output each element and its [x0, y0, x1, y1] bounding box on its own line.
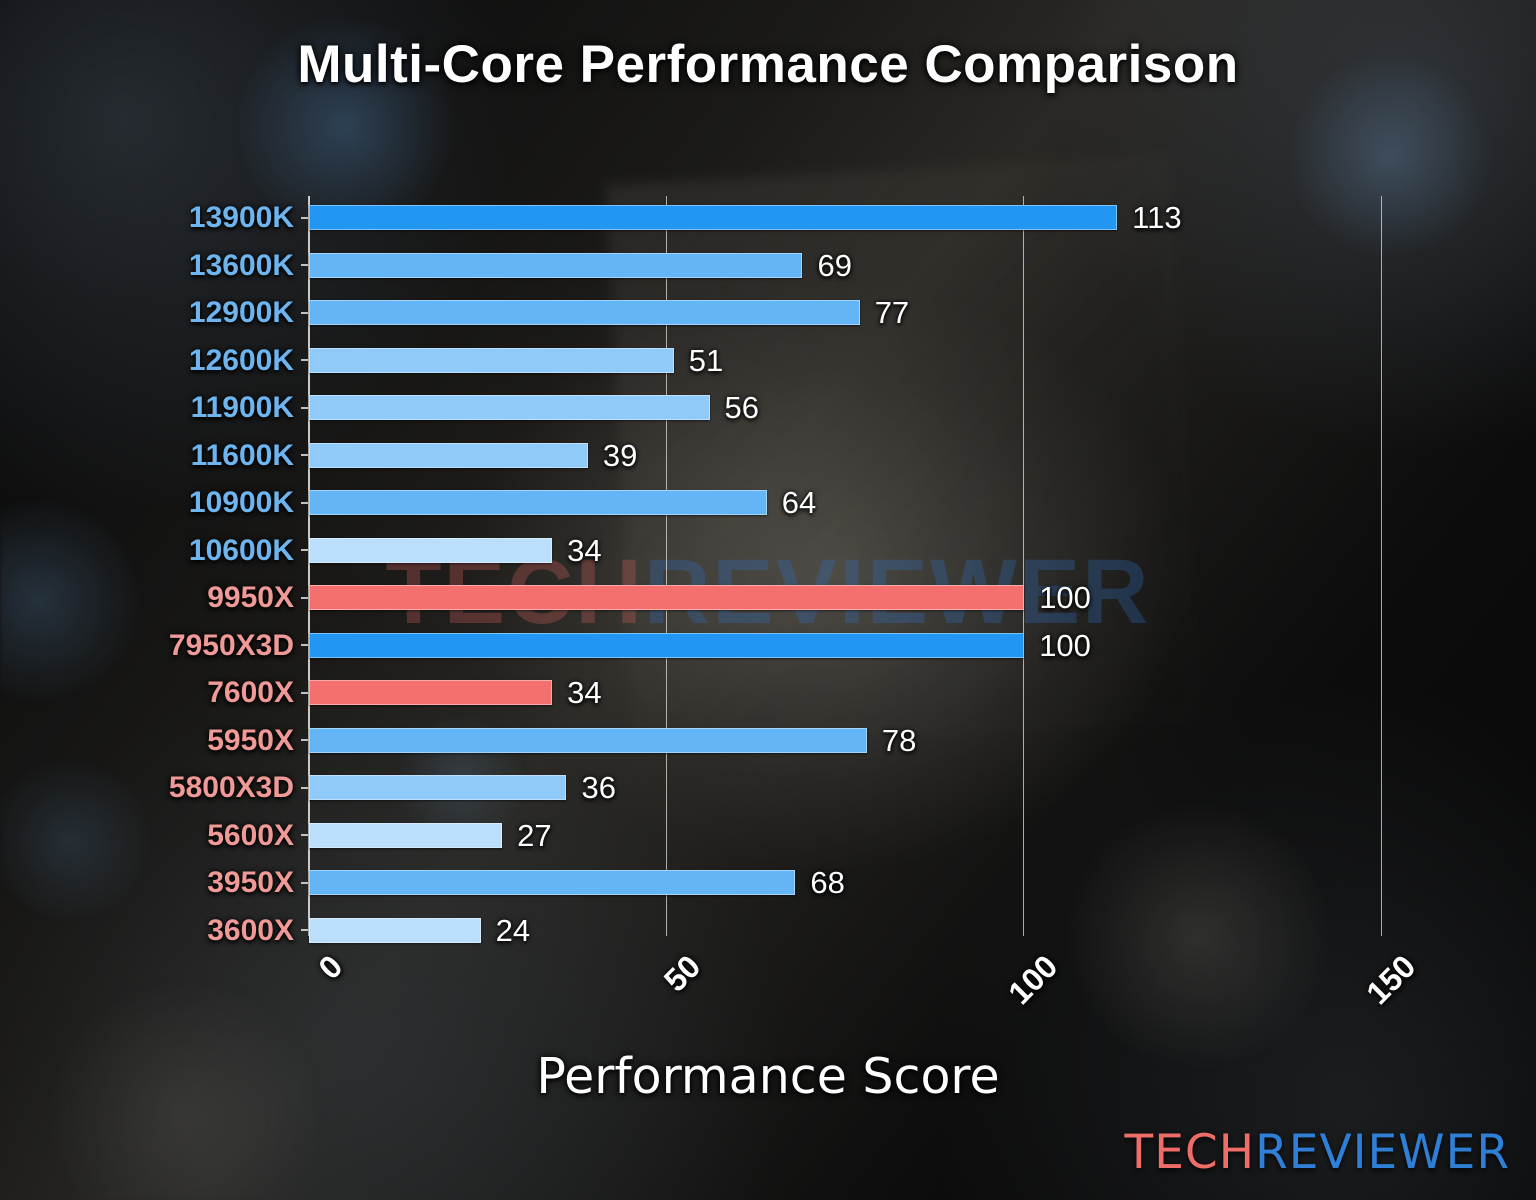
gridline-100 [1023, 196, 1025, 936]
bar-12600k[interactable] [309, 347, 674, 373]
y-axis-label-10900k: 10900K [188, 486, 294, 519]
gridline-150 [1380, 196, 1382, 936]
bar-value-12900k: 77 [874, 295, 910, 330]
bar-value-5800x3d: 36 [581, 770, 616, 805]
y-axis-line [308, 196, 310, 936]
y-tick-13900K [301, 216, 308, 219]
bar-9950x[interactable] [309, 585, 1025, 610]
y-tick-3600X [301, 929, 308, 931]
y-axis-label-12600k: 12600K [188, 343, 294, 377]
y-tick-12900K [301, 311, 308, 314]
y-axis-label-3950x: 3950X [207, 866, 294, 899]
bar-value-3950x: 68 [810, 865, 845, 900]
y-tick-11600K [301, 454, 308, 456]
bar-5800x3d[interactable] [309, 775, 567, 800]
y-axis-label-11900k: 11900K [190, 391, 294, 424]
y-axis-label-3600x: 3600X [207, 913, 294, 947]
bar-11600k[interactable] [309, 442, 588, 468]
logo-tech-text: TECH [1124, 1125, 1256, 1180]
bar-12900k[interactable] [309, 300, 860, 325]
bar-value-11600k: 39 [602, 437, 638, 473]
bar-value-13600k: 69 [817, 247, 852, 283]
y-axis-label-12900k: 12900K [188, 296, 294, 329]
bar-value-7600x: 34 [567, 675, 602, 710]
bar-5600x[interactable] [309, 822, 503, 848]
logo-reviewer-text: REVIEWER [1255, 1125, 1510, 1180]
y-axis-label-9950x: 9950X [207, 581, 294, 614]
y-axis-label-5600x: 5600X [207, 818, 294, 852]
bar-value-10600k: 34 [567, 532, 602, 568]
y-tick-7950X3D [301, 644, 308, 646]
bar-value-11900k: 56 [724, 390, 759, 425]
gridline-50 [665, 196, 667, 936]
bar-5950x[interactable] [309, 727, 867, 753]
bar-3950x[interactable] [309, 870, 796, 895]
bar-7950x3d[interactable] [309, 632, 1025, 658]
y-tick-12600K [301, 359, 308, 361]
y-axis-label-10600k: 10600K [188, 533, 294, 567]
bar-13600k[interactable] [309, 252, 803, 278]
y-tick-7600X [301, 691, 308, 694]
bar-value-12600k: 51 [688, 342, 724, 378]
bar-value-13900k: 113 [1132, 200, 1182, 235]
y-tick-11900K [301, 406, 308, 409]
bar-10900k[interactable] [309, 490, 767, 515]
chart-title: Multi-Core Performance Comparison [297, 35, 1239, 94]
y-axis-label-13600k: 13600K [188, 248, 294, 282]
bar-value-5600x: 27 [517, 817, 552, 853]
y-axis-label-11600k: 11600K [190, 438, 294, 472]
y-tick-9950X [301, 596, 308, 599]
bar-3600x[interactable] [309, 917, 481, 943]
bar-10600k[interactable] [309, 537, 553, 563]
y-tick-5600X [301, 834, 308, 836]
bar-value-10900k: 64 [781, 485, 817, 520]
y-axis-label-13900k: 13900K [188, 201, 294, 234]
y-tick-5800X3D [301, 786, 308, 789]
techreviewer-logo: TECHREVIEWER [1125, 1125, 1510, 1180]
y-tick-10900K [301, 501, 308, 504]
y-axis-label-5800x3d: 5800X3D [168, 771, 294, 804]
bar-13900k[interactable] [309, 205, 1118, 230]
bar-7600x[interactable] [309, 680, 553, 705]
y-axis-label-5950x: 5950X [207, 723, 294, 757]
y-tick-10600K [301, 549, 308, 551]
bar-11900k[interactable] [309, 395, 710, 420]
y-tick-5950X [301, 739, 308, 741]
bar-value-9950x: 100 [1039, 580, 1091, 615]
y-tick-13600K [301, 264, 308, 266]
x-axis-title: Performance Score [536, 1048, 1000, 1105]
chart-plot-area: 13900K 113 13600K 69 12900K 77 12600K 51 11900K 5… [169, 196, 1438, 1011]
y-tick-3950X [301, 881, 308, 884]
bar-value-3600x: 24 [495, 912, 531, 948]
bar-value-5950x: 78 [881, 722, 917, 758]
y-axis-label-7950x3d: 7950X3D [168, 628, 294, 662]
bar-value-7950x3d: 100 [1039, 627, 1091, 663]
y-axis-label-7600x: 7600X [207, 676, 294, 709]
